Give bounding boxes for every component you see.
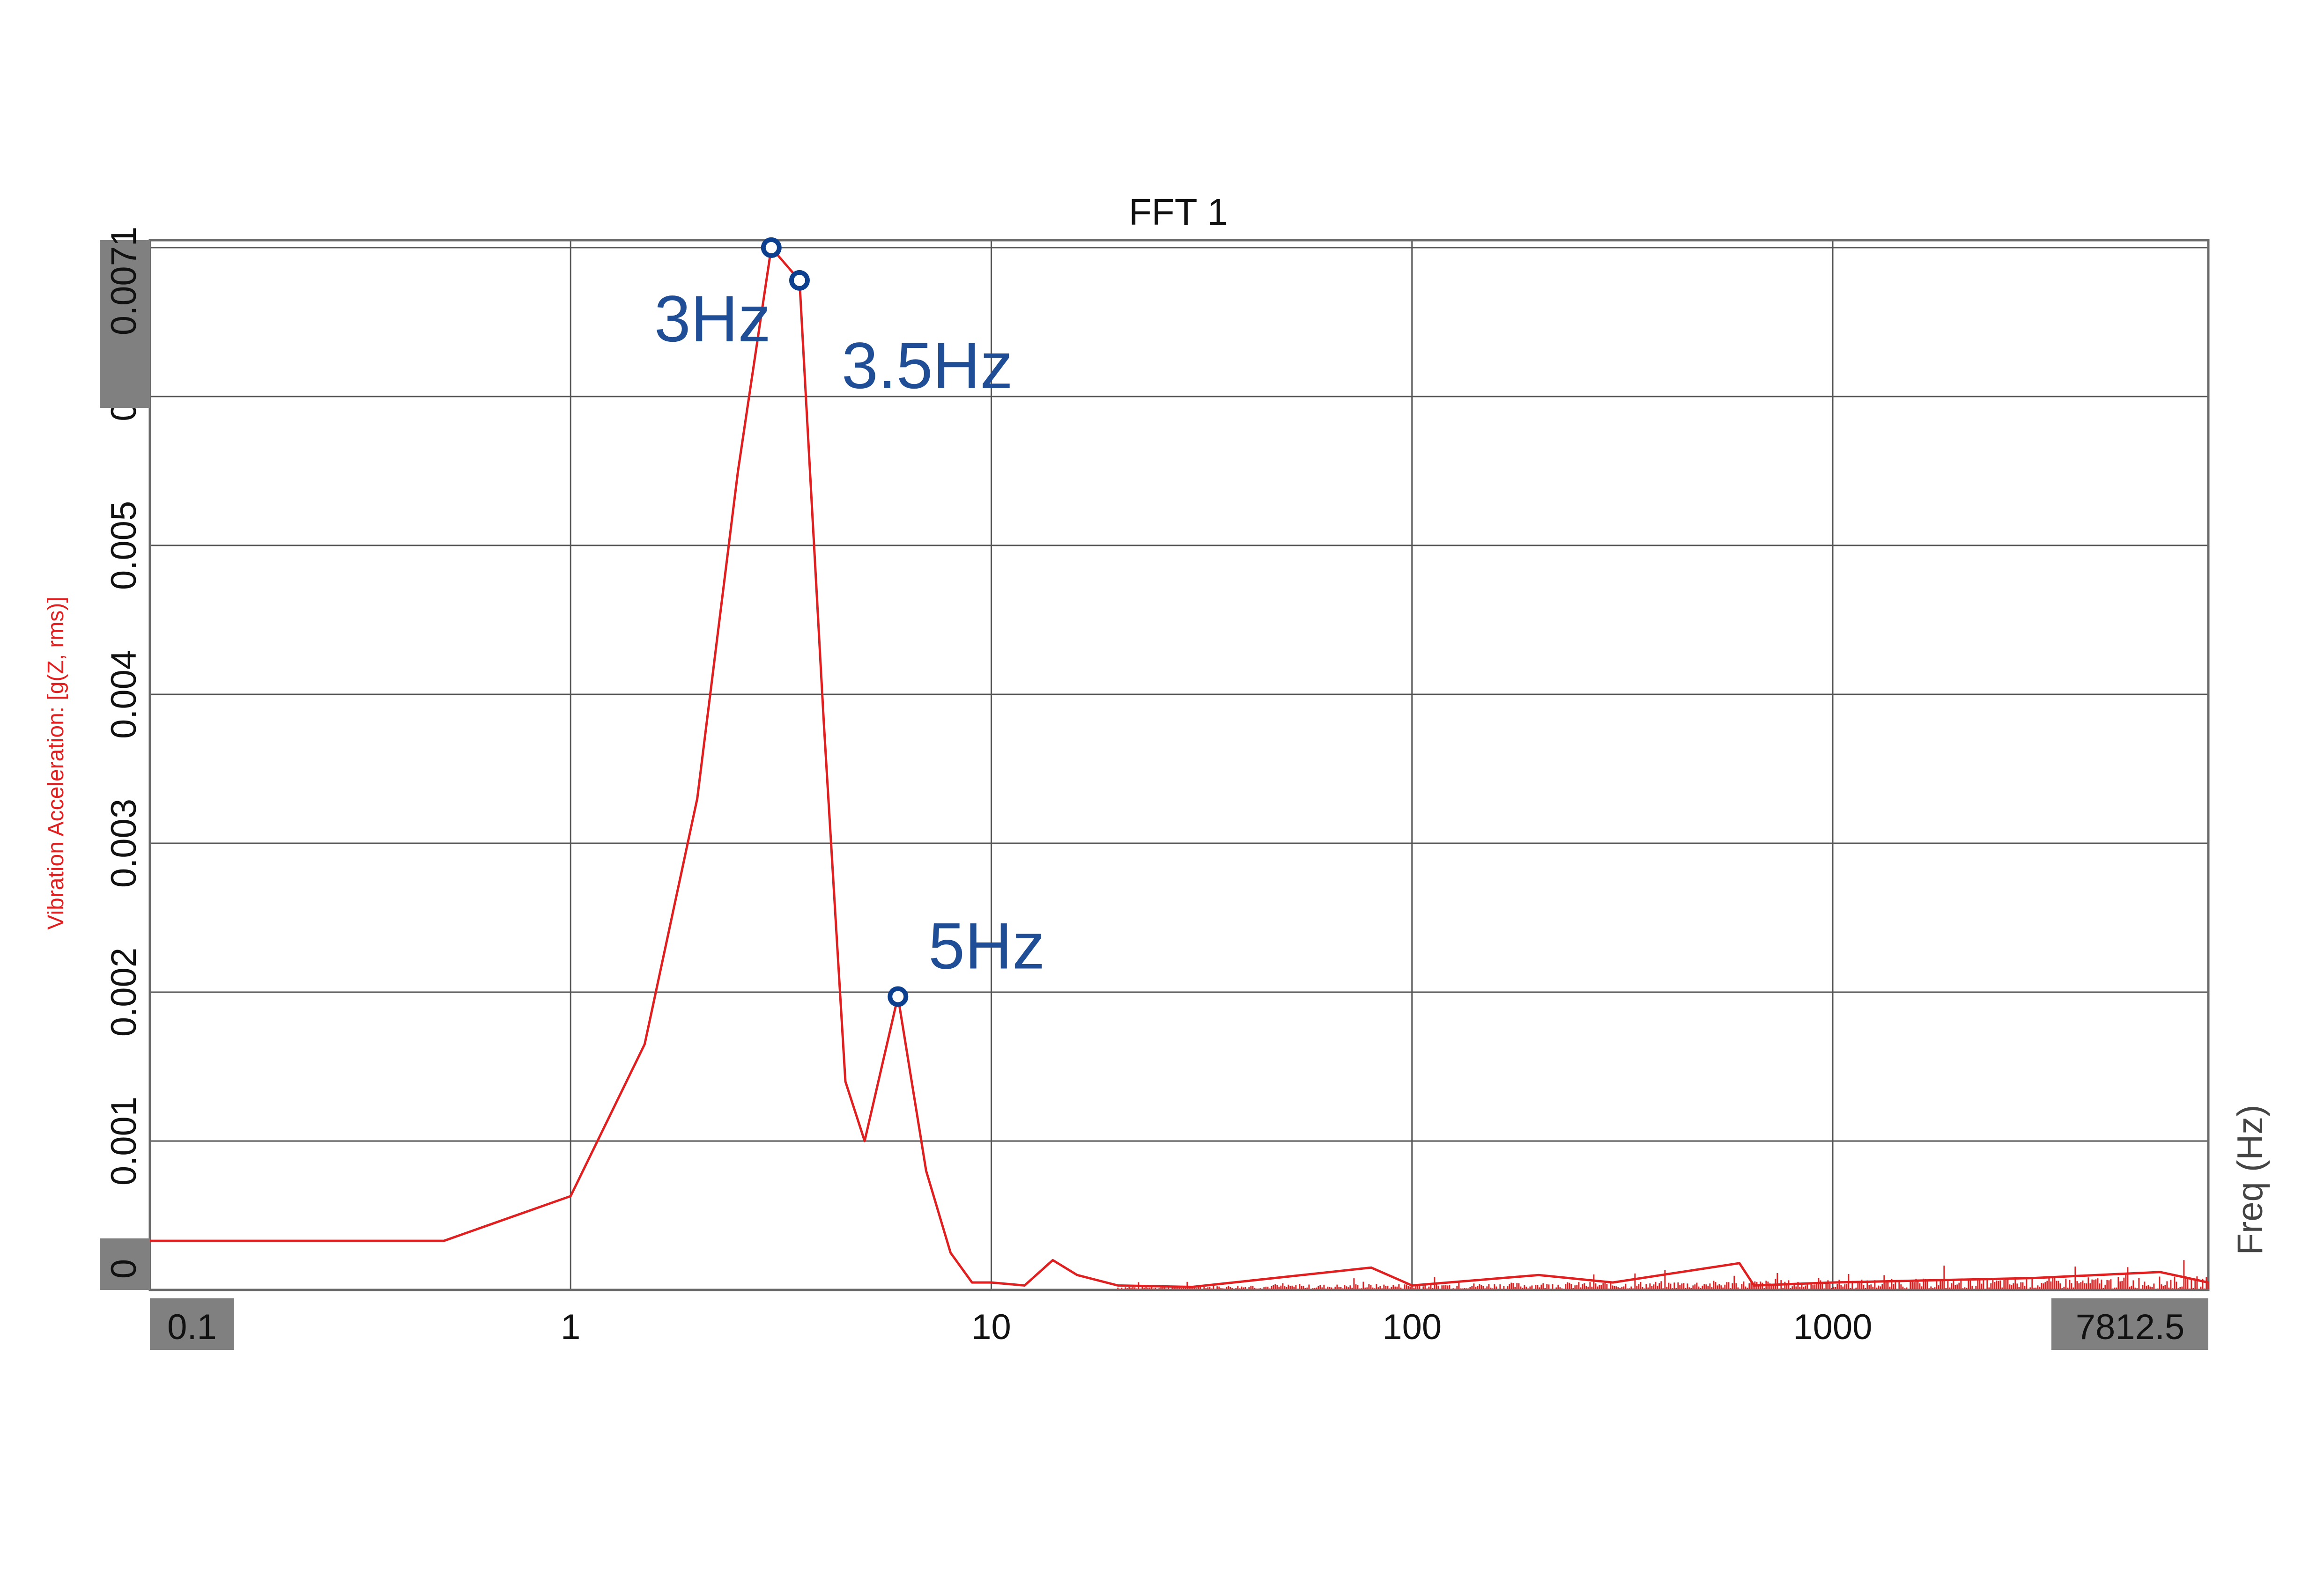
x-axis-label: Freq (Hz) bbox=[2230, 1105, 2270, 1255]
y-axis-label: Vibration Acceleration: [g(Z, rms)] bbox=[44, 597, 68, 929]
y-tick-label: 0.001 bbox=[104, 1097, 144, 1186]
x-tick-label: 7812.5 bbox=[2076, 1307, 2184, 1347]
peak-label: 3Hz bbox=[654, 282, 771, 355]
peak-annotations: 3Hz 3.5Hz 5Hz bbox=[654, 282, 1045, 983]
x-tick-box bbox=[150, 1298, 234, 1350]
x-tick-labels: 0.1 1 10 100 1000 7812.5 bbox=[150, 1298, 2208, 1350]
grid bbox=[150, 240, 2208, 1291]
y-tick-box bbox=[100, 1238, 150, 1290]
x-tick-box bbox=[2051, 1298, 2208, 1350]
y-tick-label: 0.002 bbox=[104, 948, 144, 1037]
peak-marker bbox=[789, 270, 810, 291]
peak-marker bbox=[888, 986, 909, 1007]
y-tick-label: 0.003 bbox=[104, 799, 144, 888]
y-tick-label: 0 bbox=[104, 1259, 144, 1279]
x-tick-label: 100 bbox=[1382, 1307, 1442, 1347]
peak-markers bbox=[761, 237, 909, 1007]
chart-title: FFT 1 bbox=[1129, 191, 1228, 233]
x-tick-label: 0.1 bbox=[167, 1307, 217, 1347]
y-tick-label: 0.005 bbox=[104, 501, 144, 590]
x-tick-label: 10 bbox=[971, 1307, 1011, 1347]
noise-floor bbox=[1117, 1260, 2209, 1289]
x-tick-label: 1 bbox=[561, 1307, 580, 1347]
y-tick-label: 0.004 bbox=[104, 650, 144, 739]
y-tick-label: 0.0071 bbox=[104, 227, 144, 335]
y-tick-box bbox=[100, 240, 150, 408]
series-line bbox=[150, 246, 2209, 1289]
plot-frame bbox=[148, 239, 2210, 1291]
peak-label: 5Hz bbox=[928, 909, 1045, 983]
noise-spikes bbox=[1117, 1260, 2209, 1289]
peak-marker bbox=[761, 237, 782, 258]
peak-label: 3.5Hz bbox=[842, 329, 1013, 402]
x-tick-label: 1000 bbox=[1793, 1307, 1873, 1347]
